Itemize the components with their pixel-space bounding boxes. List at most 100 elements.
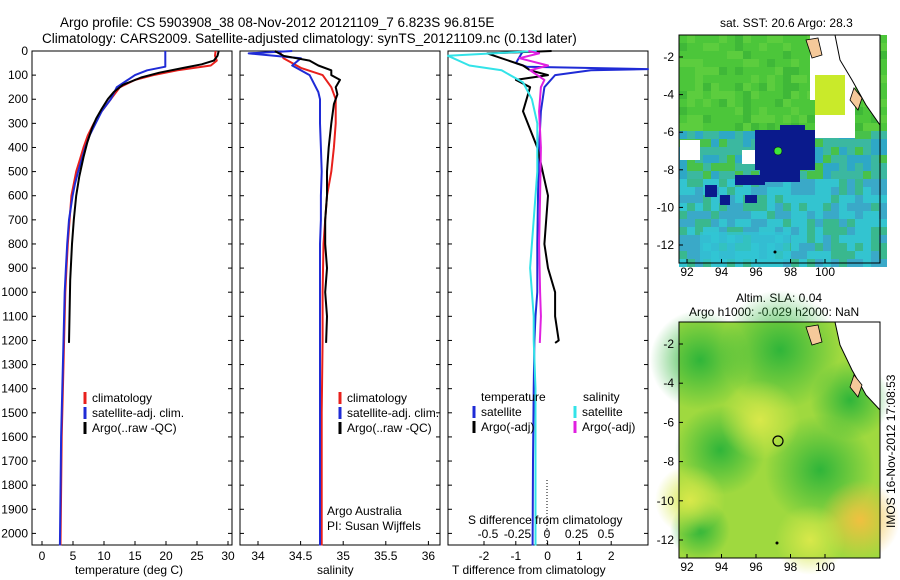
sst-cell — [687, 187, 695, 195]
sst-cell — [839, 139, 847, 147]
sst-cell — [687, 203, 695, 211]
sst-cell — [879, 99, 887, 107]
sst-cell — [719, 43, 727, 51]
sst-cell — [879, 147, 887, 155]
sst-cell — [703, 195, 711, 203]
depth-tick-label: 500 — [8, 165, 28, 179]
sst-cell — [703, 139, 711, 147]
sst-cell — [767, 35, 775, 43]
sst-cell — [879, 251, 887, 259]
sst-cell — [871, 155, 879, 163]
sst-cell — [815, 219, 823, 227]
sst-cell — [871, 171, 879, 179]
sst-cell — [775, 203, 783, 211]
sst-cell — [855, 139, 863, 147]
s-difference-axis: -0.5-0.2500.250.5 — [478, 527, 615, 541]
sst-cell — [855, 251, 863, 259]
sst-cell — [767, 83, 775, 91]
s-diff-tick-label: -0.25 — [504, 527, 532, 541]
sst-cell — [847, 163, 855, 171]
sst-cell — [799, 75, 807, 83]
sst-cell — [759, 115, 767, 123]
sst-cell — [807, 99, 815, 107]
sst-cell — [871, 235, 879, 243]
sst-cell — [679, 243, 687, 251]
map-y-tick-label: -2 — [663, 50, 674, 64]
sst-cell — [711, 83, 719, 91]
sst-cell — [751, 91, 759, 99]
sst-cell — [703, 59, 711, 67]
sst-cell — [719, 51, 727, 59]
sst-cell — [711, 59, 719, 67]
map-x-tick-label: 96 — [749, 560, 763, 574]
sst-cell — [695, 83, 703, 91]
sst-cell — [839, 147, 847, 155]
sst-cell — [823, 155, 831, 163]
sst-cell — [695, 115, 703, 123]
argo-float-marker — [772, 435, 784, 447]
sst-cell — [759, 219, 767, 227]
figure-title-line2: Climatology: CARS2009. Satellite-adjuste… — [42, 31, 577, 46]
sst-cell — [863, 219, 871, 227]
sst-cell — [863, 195, 871, 203]
sst-cold-patch — [745, 195, 757, 203]
sst-cell — [831, 187, 839, 195]
sst-cell — [879, 211, 887, 219]
sst-cell — [855, 147, 863, 155]
sst-cell — [695, 187, 703, 195]
sst-cell — [703, 147, 711, 155]
sst-cell — [767, 67, 775, 75]
map-x-tick-label: 92 — [680, 560, 694, 574]
sst-cell — [735, 123, 743, 131]
sst-cell — [719, 187, 727, 195]
legend-label: Argo(-adj) — [582, 420, 635, 434]
sst-cell — [751, 83, 759, 91]
sst-cell — [791, 243, 799, 251]
map-x-tick-label: 92 — [680, 265, 694, 279]
sst-cell — [855, 131, 863, 139]
sst-cell — [783, 211, 791, 219]
sst-cell — [687, 123, 695, 131]
sst-cell — [863, 187, 871, 195]
sst-cell — [823, 179, 831, 187]
sst-cell — [727, 107, 735, 115]
island — [805, 324, 823, 346]
sst-cell — [839, 195, 847, 203]
depth-tick-label: 2000 — [1, 526, 28, 540]
island — [849, 87, 863, 111]
sst-cell — [807, 195, 815, 203]
sst-cell — [863, 171, 871, 179]
sst-cell — [767, 51, 775, 59]
sst-cell — [735, 155, 743, 163]
sst-cell — [775, 91, 783, 99]
t-difference-xlabel: T difference from climatology — [452, 563, 606, 577]
sst-cell — [711, 107, 719, 115]
sst-cell — [719, 59, 727, 67]
sst-cell — [679, 227, 687, 235]
sst-cell — [687, 243, 695, 251]
argo-float-marker — [773, 146, 783, 156]
sst-cell — [703, 219, 711, 227]
sst-cell — [791, 227, 799, 235]
series-line-salinity-satellite — [447, 50, 539, 546]
depth-tick-label: 800 — [8, 237, 28, 251]
sst-cell — [847, 139, 855, 147]
sst-cell — [679, 107, 687, 115]
reference-point — [773, 250, 777, 254]
x-tick-label: 0 — [39, 549, 46, 563]
map-y-tick-label: -4 — [663, 376, 674, 390]
island — [805, 37, 823, 59]
sst-cell — [879, 83, 887, 91]
sst-cell — [767, 43, 775, 51]
map-x-tick-label: 94 — [715, 265, 729, 279]
sst-cell — [799, 59, 807, 67]
sst-cell — [679, 43, 687, 51]
sst-cell — [855, 219, 863, 227]
sst-cell — [711, 115, 719, 123]
sst-cell — [791, 251, 799, 259]
sst-cell — [855, 211, 863, 219]
sst-cell — [783, 195, 791, 203]
sst-cell — [871, 219, 879, 227]
x-tick-label: 34.5 — [289, 549, 313, 563]
sst-cell — [679, 51, 687, 59]
